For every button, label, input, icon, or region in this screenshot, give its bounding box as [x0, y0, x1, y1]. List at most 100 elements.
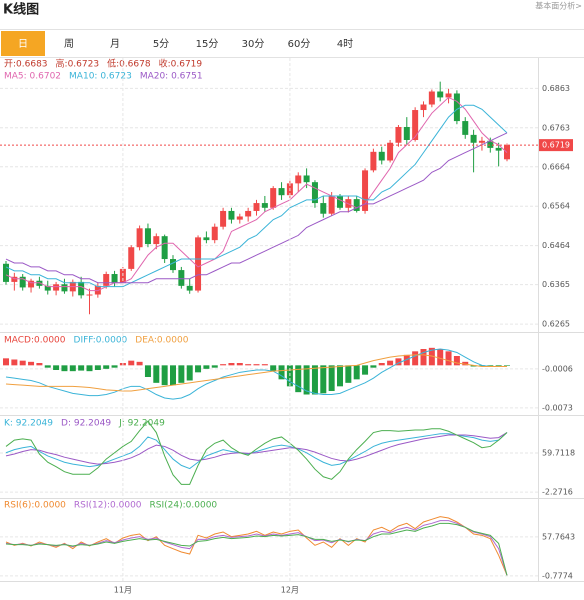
candle-body [61, 284, 68, 292]
candle-body [136, 228, 143, 248]
macd-bar [428, 347, 435, 366]
candle-body [320, 203, 327, 214]
tab[interactable] [47, 31, 91, 56]
candle-body [236, 216, 243, 220]
macd-bar [111, 365, 118, 368]
legend-entry: RSI(12):0.0000 [74, 501, 142, 511]
candle-body [278, 188, 285, 196]
candle-body [270, 188, 277, 208]
candle-body [462, 121, 469, 135]
candle-body [170, 259, 176, 271]
tab[interactable] [185, 31, 229, 56]
macd-bar [353, 365, 360, 380]
x-tick-label: 11月 [114, 586, 132, 595]
candle-body [403, 126, 410, 140]
tab[interactable] [323, 31, 367, 56]
macd-bar [94, 365, 101, 370]
macd-bar [311, 365, 318, 395]
macd-bar [136, 361, 143, 366]
candle-body [387, 142, 394, 161]
legend-entry: MACD:0.0000 [4, 336, 66, 346]
candle-body [11, 276, 18, 282]
macd-bar [495, 365, 502, 367]
last-price-label: 0.6719 [542, 141, 570, 150]
macd-bar [11, 359, 18, 366]
candle-body [495, 147, 502, 151]
macd-bar [320, 365, 327, 394]
macd-bar [253, 364, 260, 366]
macd-bar [278, 365, 285, 380]
macd-bar [261, 364, 268, 366]
macd-bar [86, 365, 93, 372]
tab[interactable] [1, 31, 45, 56]
candle-body [195, 237, 202, 291]
page-title: K线图 [3, 2, 39, 18]
tab-label[interactable]: 60分 [288, 38, 311, 50]
candle-body [328, 195, 335, 214]
candle-body [53, 284, 60, 291]
tab-label[interactable]: 30分 [242, 38, 265, 50]
tab-label[interactable]: 日 [18, 39, 28, 50]
series-line [5, 132, 508, 284]
y-tick-label: 0.6664 [542, 162, 570, 171]
y-tick-label: -0.7774 [542, 571, 573, 580]
macd-bar [195, 365, 202, 373]
tab[interactable] [93, 31, 137, 56]
tab[interactable] [277, 31, 321, 56]
macd-bar [19, 360, 26, 366]
candle-body [161, 236, 168, 260]
tab-label[interactable]: 月 [110, 38, 120, 50]
legend-entry: 开:0.6683 [4, 59, 48, 70]
tab-label[interactable]: 15分 [196, 38, 219, 50]
y-tick-label: -0.0073 [542, 403, 573, 412]
tab-label[interactable]: 5分 [153, 38, 169, 50]
candle-body [144, 228, 151, 245]
macd-bar [395, 358, 402, 366]
series-line [5, 522, 508, 576]
candle-body [253, 203, 260, 211]
candle-body [3, 263, 9, 282]
macd-bar [128, 360, 135, 366]
legend-entry: 收:0.6719 [159, 58, 203, 70]
macd-bar [328, 365, 335, 391]
legend-entry: 低:0.6678 [107, 58, 151, 70]
macd-bar [437, 349, 444, 366]
y-tick-label: 57.7643 [542, 532, 575, 541]
macd-bar [228, 363, 235, 366]
y-tick-label: 0.6265 [542, 320, 570, 329]
x-tick-label: 12月 [281, 586, 299, 595]
macd-bar [387, 360, 394, 366]
legend-entry: D: 92.2049 [61, 419, 111, 429]
y-tick-label: 0.6863 [542, 84, 570, 93]
y-tick-label: 0.6464 [542, 241, 570, 250]
series-line [5, 432, 508, 470]
tab[interactable] [139, 31, 183, 56]
link[interactable]: 基本面分析> [535, 1, 582, 11]
candle-body [203, 237, 210, 241]
macd-bar [445, 351, 452, 366]
macd-bar [462, 361, 469, 366]
macd-bar [378, 363, 385, 366]
candle-body [295, 175, 302, 184]
legend-entry: DIFF:0.0000 [74, 336, 128, 346]
macd-bar [3, 358, 9, 366]
macd-bar [178, 365, 185, 383]
candle-body [437, 91, 444, 98]
macd-bar [69, 365, 76, 372]
legend-entry: MA20: 0.6751 [140, 72, 203, 82]
y-tick-label: 0.6365 [542, 280, 570, 289]
tab-label[interactable]: 周 [64, 38, 74, 50]
series-line [5, 432, 508, 465]
macd-bar [61, 365, 68, 372]
series-line [5, 516, 508, 576]
candle-body [470, 134, 477, 143]
candle-body [453, 93, 460, 122]
tab[interactable] [231, 31, 275, 56]
candle-body [311, 182, 318, 204]
macd-bar [295, 365, 302, 393]
macd-bar [487, 365, 494, 367]
candle-body [428, 91, 435, 105]
tab-label[interactable]: 4时 [337, 38, 353, 50]
last-price-box [539, 139, 573, 152]
